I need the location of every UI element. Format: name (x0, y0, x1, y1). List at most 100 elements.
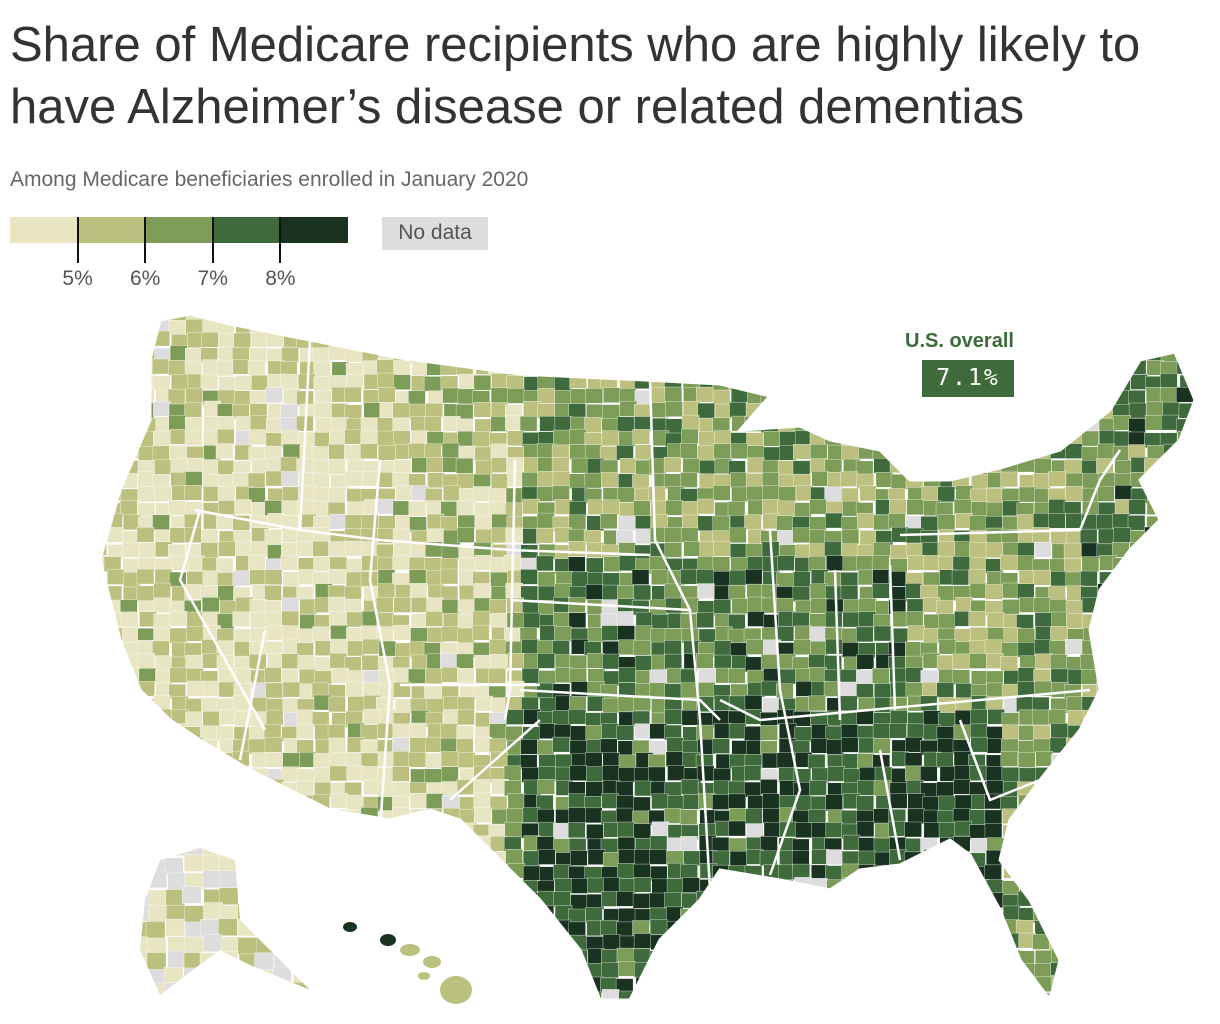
county-cell (747, 963, 765, 980)
county-cell (1016, 614, 1034, 630)
county-cell (857, 780, 875, 796)
county-cell (329, 429, 347, 446)
county-cell (299, 835, 317, 851)
county-cell (1066, 961, 1085, 978)
county-cell (104, 314, 122, 321)
county-cell (1000, 401, 1019, 417)
county-cell (824, 989, 843, 1000)
county-cell (255, 903, 275, 922)
county-cell (507, 978, 525, 994)
county-cell (272, 934, 292, 952)
county-cell (760, 921, 778, 937)
county-cell (506, 612, 525, 629)
county-cell (633, 639, 651, 656)
county-cell (202, 751, 220, 767)
county-cell (233, 823, 251, 839)
county-cell (697, 515, 716, 532)
county-cell (570, 725, 588, 742)
county-cell (553, 429, 571, 446)
county-cell (457, 527, 475, 543)
county-cell (296, 878, 315, 894)
county-cell (362, 919, 381, 935)
county-cell (256, 888, 277, 906)
county-cell (239, 873, 260, 891)
county-cell (969, 1006, 986, 1021)
county-cell (1017, 361, 1035, 378)
county-cell (472, 318, 490, 334)
county-cell (136, 810, 155, 826)
county-cell (984, 864, 1002, 881)
county-cell (731, 740, 749, 756)
county-cell (1176, 653, 1195, 669)
county-cell (1146, 639, 1164, 655)
county-cell (1049, 403, 1068, 419)
county-cell (164, 982, 184, 995)
county-cell (1114, 739, 1132, 755)
county-cell (408, 443, 426, 459)
county-cell (1066, 696, 1085, 712)
county-cell (872, 668, 890, 684)
county-cell (552, 485, 570, 502)
county-cell (1001, 990, 1019, 1000)
county-cell (1034, 612, 1053, 628)
county-cell (1016, 583, 1035, 600)
county-cell (619, 458, 638, 474)
county-cell (553, 948, 571, 964)
county-cell (759, 892, 778, 908)
county-cell (185, 711, 203, 728)
county-cell (361, 541, 379, 557)
county-cell (1067, 765, 1085, 782)
county-cell (392, 904, 410, 921)
county-cell (474, 864, 492, 880)
county-cell (889, 946, 907, 963)
county-cell (951, 569, 970, 586)
county-cell (872, 723, 891, 739)
county-cell (331, 823, 349, 839)
county-cell (169, 738, 188, 754)
county-cell (507, 793, 526, 809)
county-cell (232, 472, 250, 488)
county-cell (1114, 821, 1132, 838)
county-cell (970, 345, 988, 361)
county-cell (1193, 879, 1195, 895)
county-cell (938, 1007, 955, 1022)
county-cell (986, 682, 1004, 699)
county-cell (456, 836, 474, 852)
county-cell (105, 1006, 122, 1021)
county-cell (1017, 667, 1036, 683)
county-cell (440, 737, 458, 754)
county-cell (154, 779, 172, 795)
county-cell (1145, 544, 1163, 560)
county-cell (1194, 584, 1195, 600)
county-cell (154, 486, 172, 502)
county-cell (552, 736, 570, 753)
county-cell (647, 962, 666, 978)
county-cell (746, 1004, 763, 1019)
county-cell (201, 529, 219, 545)
county-cell (696, 724, 714, 741)
county-cell (100, 992, 109, 1000)
county-cell (776, 572, 794, 588)
county-cell (810, 346, 829, 363)
county-cell (168, 360, 186, 376)
county-cell (330, 474, 348, 490)
county-cell (457, 388, 476, 405)
county-cell (1000, 975, 1018, 992)
county-cell (793, 639, 812, 655)
county-cell (328, 487, 346, 503)
county-cell (616, 947, 635, 964)
county-cell (919, 417, 938, 433)
county-cell (363, 964, 381, 980)
county-cell (873, 738, 891, 754)
county-cell (1192, 515, 1195, 532)
county-cell (731, 933, 749, 950)
county-cell (1176, 824, 1194, 840)
county-cell (473, 779, 491, 795)
county-cell (425, 611, 443, 627)
county-cell (394, 851, 412, 868)
county-cell (777, 460, 796, 476)
county-cell (1064, 808, 1083, 824)
county-cell (569, 765, 588, 781)
county-cell (251, 991, 269, 1000)
county-cell (554, 390, 572, 406)
